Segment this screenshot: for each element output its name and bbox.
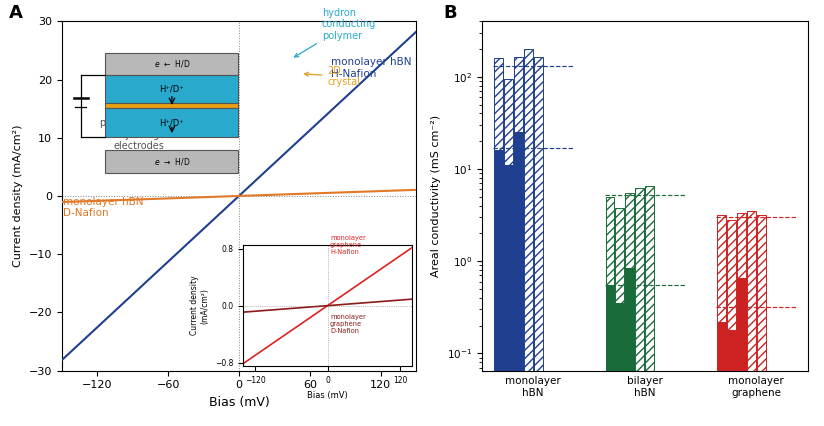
Bar <box>504 79 513 426</box>
Bar <box>105 53 238 75</box>
Text: $e$  →  H/D: $e$ → H/D <box>154 156 190 167</box>
Y-axis label: Current density
(mA/cm²): Current density (mA/cm²) <box>190 276 209 335</box>
Text: 2D
crystal: 2D crystal <box>305 66 360 87</box>
Bar <box>717 322 726 426</box>
Bar <box>494 150 503 426</box>
Bar <box>737 279 746 426</box>
Text: B: B <box>443 4 456 22</box>
Text: monolayer
graphene
H-Nafion: monolayer graphene H-Nafion <box>330 235 366 255</box>
X-axis label: Bias (mV): Bias (mV) <box>307 391 348 400</box>
Text: H⁺/D⁺: H⁺/D⁺ <box>160 118 185 128</box>
Text: hydron
conducting
polymer: hydron conducting polymer <box>294 8 376 57</box>
Bar <box>645 186 654 426</box>
Bar <box>635 188 644 426</box>
Bar <box>105 103 238 109</box>
Bar <box>514 57 522 426</box>
Bar <box>747 211 756 426</box>
Text: $e$  ←  H/D: $e$ ← H/D <box>154 58 190 69</box>
Bar <box>616 208 625 426</box>
Bar <box>737 213 746 426</box>
Bar <box>717 215 726 426</box>
Text: monolayer hBN
H-Nafion: monolayer hBN H-Nafion <box>331 57 411 79</box>
X-axis label: Bias (mV): Bias (mV) <box>208 396 269 409</box>
Bar <box>494 58 503 426</box>
Y-axis label: Current density (mA/cm²): Current density (mA/cm²) <box>13 125 23 267</box>
Bar <box>514 132 522 426</box>
Text: A: A <box>8 4 22 22</box>
Bar <box>606 197 615 426</box>
Bar <box>727 220 736 426</box>
Text: monolayer
graphene
D-Nafion: monolayer graphene D-Nafion <box>330 314 366 334</box>
Bar <box>524 49 532 426</box>
Text: proton/deuteron
injecting
electrodes: proton/deuteron injecting electrodes <box>99 115 178 151</box>
Bar <box>504 165 513 426</box>
Bar <box>616 303 625 426</box>
Bar <box>625 268 634 426</box>
Bar <box>757 215 765 426</box>
Bar <box>625 193 634 426</box>
Text: monolayer hBN
D-Nafion: monolayer hBN D-Nafion <box>63 197 143 219</box>
Bar <box>534 58 542 426</box>
Text: H⁺/D⁺: H⁺/D⁺ <box>160 84 185 93</box>
Bar <box>105 150 238 173</box>
Bar <box>727 330 736 426</box>
Bar <box>105 75 238 103</box>
Y-axis label: Areal conductivity (mS cm⁻²): Areal conductivity (mS cm⁻²) <box>432 115 442 277</box>
Bar <box>105 109 238 137</box>
Bar <box>606 285 615 426</box>
